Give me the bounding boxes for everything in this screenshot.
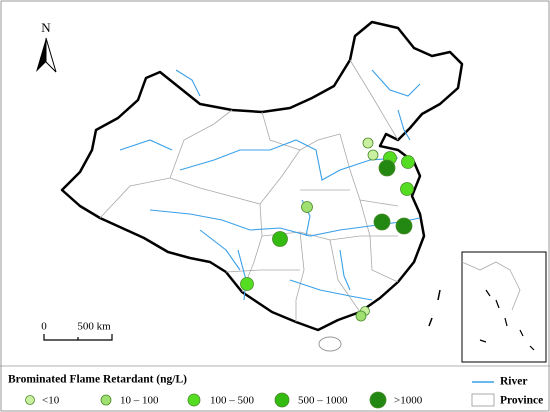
legend-swatch: [369, 391, 387, 409]
legend-layer-label: Province: [500, 395, 543, 407]
site: [272, 231, 288, 247]
north-arrow: N: [36, 20, 57, 73]
site: [362, 137, 374, 149]
scale-end: 500 km: [77, 321, 111, 333]
site: [355, 310, 367, 322]
legend-swatch: [274, 392, 290, 408]
legend-swatch: [187, 393, 201, 407]
site: [400, 182, 414, 196]
legend-label: 500 – 1000: [298, 395, 348, 407]
legend-swatch: [25, 395, 35, 405]
legend-title: Brominated Flame Retardant (ng/L): [8, 374, 187, 386]
inset: [428, 251, 547, 363]
north-label: N: [41, 20, 51, 35]
site: [395, 217, 413, 235]
site: [240, 277, 254, 291]
legend-layers: River Province: [471, 376, 543, 407]
scale-start: 0: [41, 321, 47, 333]
province-swatch: [471, 393, 495, 407]
legend-label: 10 – 100: [120, 395, 159, 407]
legend-label: <10: [42, 395, 60, 407]
scale-bar: 0 500 km: [41, 321, 113, 341]
site: [378, 159, 396, 177]
site: [401, 155, 415, 169]
legend-label: >1000: [394, 395, 423, 407]
legend-label: 100 – 500: [210, 395, 255, 407]
legend-layer-label: River: [500, 376, 527, 388]
site: [373, 213, 391, 231]
site: [301, 201, 313, 213]
island: [318, 336, 342, 352]
province-boundaries: [99, 59, 399, 322]
sampling-sites: [240, 137, 415, 322]
site: [367, 149, 379, 161]
legend-classes: <10 10 – 100 100 – 500 500 – 1000 >1000: [25, 391, 423, 409]
legend-swatch: [100, 394, 112, 406]
